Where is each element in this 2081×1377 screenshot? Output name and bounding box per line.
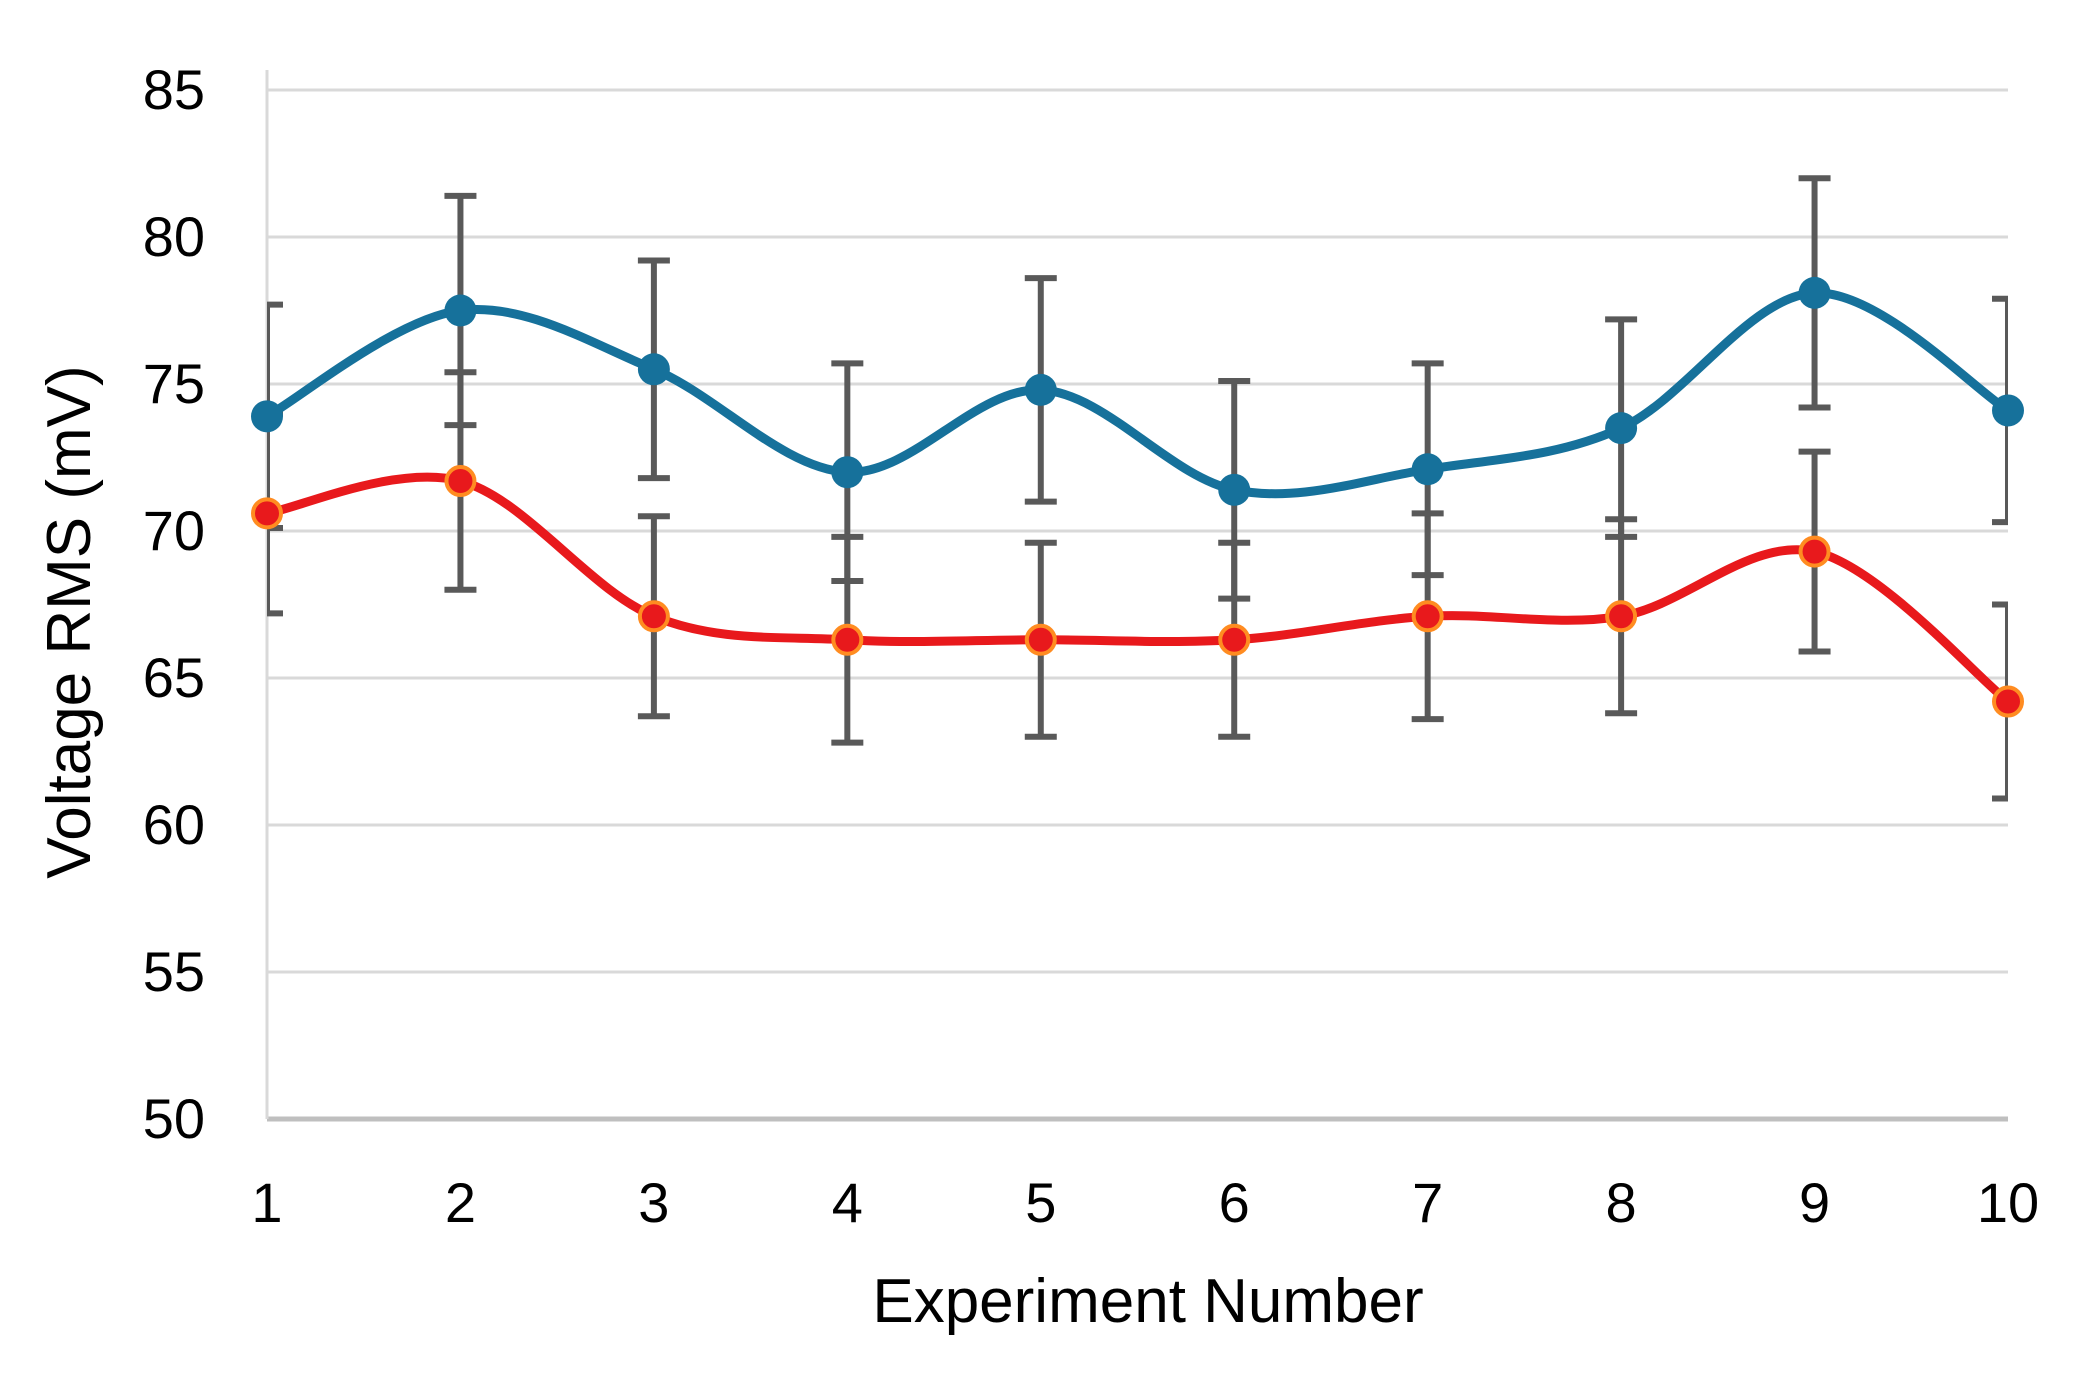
red-series-marker-8	[1605, 600, 1638, 633]
red-series-marker-1	[251, 497, 283, 530]
x-tick-label: 5	[1025, 1171, 1056, 1234]
red-series-line	[262, 472, 2013, 706]
x-tick-label: 8	[1606, 1171, 1637, 1234]
x-tick-label: 7	[1412, 1171, 1443, 1234]
y-tick-label: 85	[143, 58, 205, 121]
red-series-marker-7	[1411, 600, 1444, 633]
blue-series-marker-10	[1992, 394, 2024, 427]
red-series-marker-6	[1218, 623, 1251, 656]
red-series-marker-9	[1798, 535, 1831, 568]
y-tick-label: 65	[143, 646, 205, 709]
blue-series-marker-5	[1024, 373, 1057, 406]
blue-series-marker-1	[251, 400, 283, 433]
y-tick-label: 70	[143, 499, 205, 562]
y-tick-label: 60	[143, 793, 205, 856]
error-bars	[267, 175, 2008, 802]
red-series-marker-5	[1024, 623, 1057, 656]
blue-series-marker-3	[637, 353, 670, 386]
red-series-marker-3	[637, 600, 670, 633]
y-tick-label: 50	[143, 1087, 205, 1150]
y-tick-label: 55	[143, 940, 205, 1003]
blue-series-marker-9	[1798, 276, 1831, 309]
blue-series-marker-6	[1218, 473, 1251, 506]
x-tick-label: 3	[638, 1171, 669, 1234]
x-tick-label: 4	[832, 1171, 863, 1234]
blue-series-line	[262, 288, 2013, 499]
x-tick-label: 2	[445, 1171, 476, 1234]
y-tick-label: 80	[143, 205, 205, 268]
red-series-marker-10	[1992, 685, 2024, 718]
blue-series-marker-4	[831, 456, 864, 489]
x-tick-label: 1	[251, 1171, 282, 1234]
x-tick-label: 9	[1799, 1171, 1830, 1234]
blue-series-marker-8	[1605, 412, 1638, 445]
x-tick-label: 6	[1219, 1171, 1250, 1234]
red-series-marker-4	[831, 623, 864, 656]
x-axis-title: Experiment Number	[872, 1267, 1424, 1336]
x-tick-label: 10	[1977, 1171, 2039, 1234]
y-axis-title: Voltage RMS (mV)	[35, 365, 104, 879]
blue-series-marker-7	[1411, 453, 1444, 486]
red-series-marker-2	[444, 465, 477, 498]
y-tick-label: 75	[143, 352, 205, 415]
blue-series-marker-2	[444, 294, 477, 327]
